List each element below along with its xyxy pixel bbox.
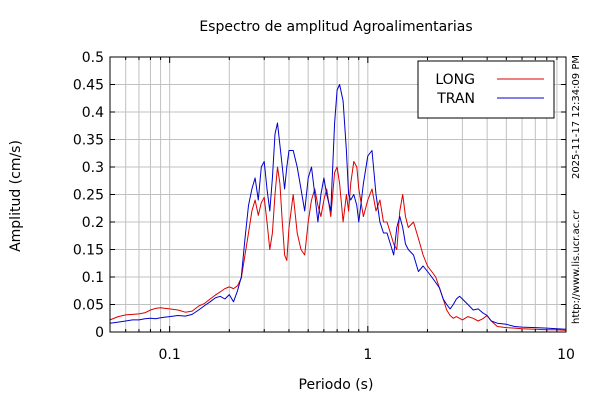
chart-title: Espectro de amplitud Agroalimentarias — [199, 19, 472, 35]
y-tick-label: 0.45 — [73, 78, 104, 94]
x-tick-label: 10 — [557, 347, 575, 363]
x-tick-label: 1 — [363, 347, 372, 363]
y-tick-label: 0.1 — [82, 270, 104, 286]
y-tick-label: 0.35 — [73, 133, 104, 149]
legend-box — [417, 60, 555, 119]
y-tick-label: 0.4 — [82, 105, 104, 121]
legend: LONG TRAN — [417, 60, 555, 119]
y-tick-label: 0.25 — [73, 188, 104, 204]
x-axis-label: Periodo (s) — [299, 377, 374, 393]
series-line-long — [109, 161, 567, 331]
series-layer — [109, 84, 567, 331]
x-tick-label: 0.1 — [159, 347, 181, 363]
y-tick-labels: 0 0.05 0.1 0.15 0.2 0.25 0.3 0.35 0.4 0.45 0.5 — [73, 50, 104, 341]
url-label: http://www.lis.ucr.ac.cr — [571, 209, 582, 324]
y-tick-label: 0.05 — [73, 298, 104, 314]
y-tick-label: 0.15 — [73, 243, 104, 259]
timestamp-label: 2025-11-17 12:34:09 PM — [571, 55, 582, 179]
legend-label-tran: TRAN — [436, 91, 475, 107]
axis-ticks — [109, 56, 566, 333]
y-tick-label: 0.2 — [82, 215, 104, 231]
x-tick-labels: 0.1 1 10 — [159, 347, 575, 363]
y-tick-label: 0.3 — [82, 160, 104, 176]
series-line-tran — [109, 84, 567, 330]
legend-label-long: LONG — [435, 72, 475, 88]
y-tick-label: 0 — [95, 325, 104, 341]
y-tick-label: 0.5 — [82, 50, 104, 66]
y-axis-label: Amplitud (cm/s) — [8, 140, 24, 252]
